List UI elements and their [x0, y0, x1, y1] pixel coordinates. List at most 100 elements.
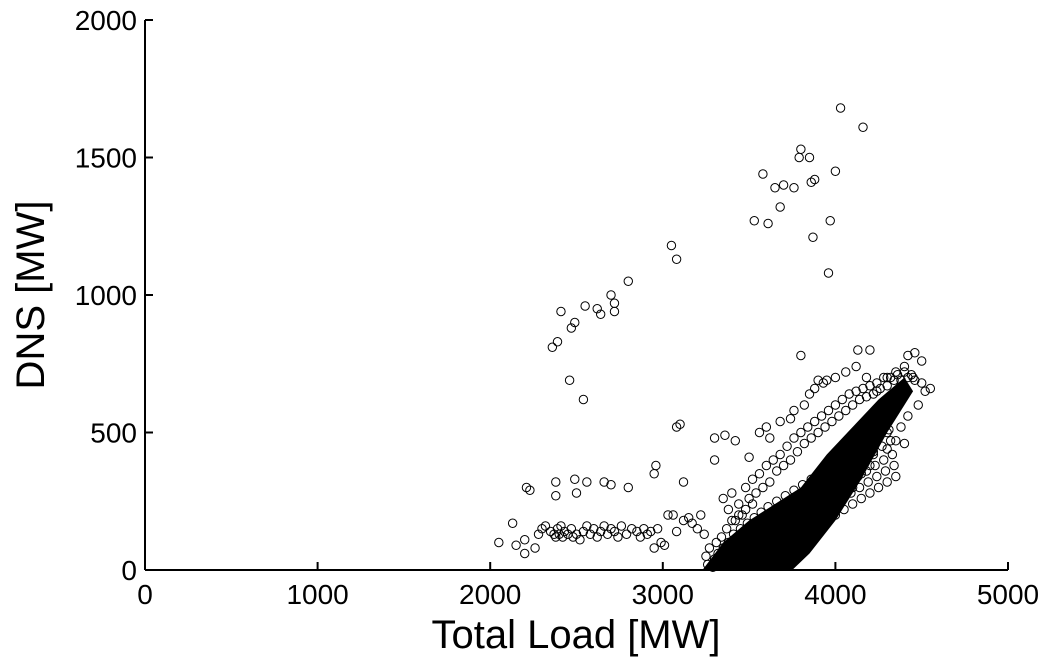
scatter-point: [768, 455, 778, 465]
scatter-point: [858, 383, 868, 394]
scatter-point: [872, 471, 882, 482]
y-tick-label: 0: [121, 555, 137, 586]
scatter-point: [556, 521, 566, 531]
scatter-point: [765, 477, 775, 487]
scatter-point: [803, 422, 813, 432]
scatter-point: [882, 477, 892, 487]
scatter-point: [834, 411, 844, 421]
scatter-point: [671, 254, 682, 264]
y-tick-label: 2000: [75, 5, 137, 36]
scatter-point: [609, 306, 620, 317]
scatter-point: [696, 510, 706, 520]
scatter-point: [582, 477, 592, 487]
scatter-point: [642, 529, 652, 539]
scatter-point: [552, 524, 563, 534]
scatter-point: [723, 504, 734, 515]
scatter-point: [804, 389, 815, 399]
scatter-point: [537, 524, 547, 534]
scatter-point: [754, 469, 765, 479]
scatter-point: [896, 422, 906, 432]
scatter-point: [885, 372, 896, 383]
scatter-point: [556, 306, 566, 317]
scatter-point: [740, 482, 751, 493]
scatter-point: [552, 337, 563, 347]
scatter-point: [882, 444, 892, 454]
scatter-point: [678, 515, 689, 526]
x-ticks: 0 1000 2000 3000 4000 5000: [137, 562, 1039, 610]
scatter-point: [511, 540, 521, 550]
scatter-point: [687, 518, 697, 528]
scatter-point: [925, 383, 936, 394]
scatter-point: [887, 449, 898, 460]
scatter-point: [789, 405, 799, 416]
scatter-point: [872, 378, 882, 388]
scatter-point: [910, 375, 920, 385]
scatter-point: [507, 518, 518, 528]
scatter-point: [540, 521, 551, 531]
scatter-point: [646, 526, 656, 537]
scatter-point: [818, 378, 829, 388]
scatter-point: [868, 389, 879, 399]
x-tick-label: 1000: [286, 579, 348, 610]
scatter-point: [789, 183, 799, 193]
y-tick-label: 500: [90, 418, 137, 449]
scatter-point: [837, 394, 848, 405]
scatter-point: [825, 216, 835, 226]
scatter-point: [718, 493, 728, 504]
scatter-point: [651, 460, 661, 471]
x-axis-title: Total Load [MW]: [431, 613, 720, 657]
scatter-point: [599, 477, 609, 487]
scatter-point: [578, 526, 589, 537]
scatter-point: [749, 216, 759, 226]
scatter-point: [917, 356, 927, 366]
scatter-point: [747, 499, 758, 509]
scatter-point: [841, 367, 851, 377]
scatter-point: [856, 493, 866, 504]
scatter-point: [734, 499, 744, 509]
scatter-point: [823, 405, 834, 416]
y-ticks: 0 500 1000 1500 2000: [75, 5, 153, 586]
scatter-point: [566, 323, 577, 333]
scatter-point: [709, 433, 720, 443]
scatter-point: [551, 477, 561, 487]
scatter-point: [830, 166, 841, 176]
x-tick-label: 5000: [977, 579, 1039, 610]
scatter-point: [920, 386, 930, 396]
points-layer: [494, 103, 936, 572]
x-tick-label: 0: [137, 579, 153, 610]
scatter-point: [903, 411, 913, 421]
scatter-point: [699, 529, 709, 539]
scatter-point: [761, 422, 772, 432]
scatter-point: [823, 268, 834, 278]
scatter-point: [806, 433, 816, 443]
scatter-point: [721, 524, 732, 534]
scatter-point: [551, 491, 561, 501]
scatter-point: [885, 436, 896, 446]
scatter-point: [692, 524, 703, 534]
scatter-point: [778, 180, 789, 190]
scatter-point: [599, 521, 609, 531]
scatter-point: [758, 482, 768, 493]
scatter-point: [709, 455, 720, 465]
scatter-point: [892, 370, 903, 380]
scatter-point: [557, 532, 568, 542]
scatter-point: [763, 218, 773, 229]
scatter-point: [813, 375, 823, 385]
y-axis-title: DNS [MW]: [9, 201, 53, 390]
scatter-point: [668, 510, 678, 520]
scatter-point: [804, 152, 815, 163]
scatter-point: [844, 389, 854, 399]
scatter-point: [683, 513, 694, 523]
scatter-point: [899, 361, 910, 372]
scatter-point: [606, 524, 616, 534]
scatter-point: [727, 515, 737, 526]
scatter-point: [582, 521, 592, 531]
scatter-point: [875, 383, 885, 394]
scatter-point: [734, 510, 744, 520]
scatter-point: [820, 422, 830, 432]
scatter-point: [863, 477, 873, 487]
scatter-point: [659, 540, 670, 550]
dense-point-cloud: [702, 377, 914, 570]
y-tick-label: 1500: [75, 143, 137, 174]
scatter-point: [908, 372, 918, 383]
